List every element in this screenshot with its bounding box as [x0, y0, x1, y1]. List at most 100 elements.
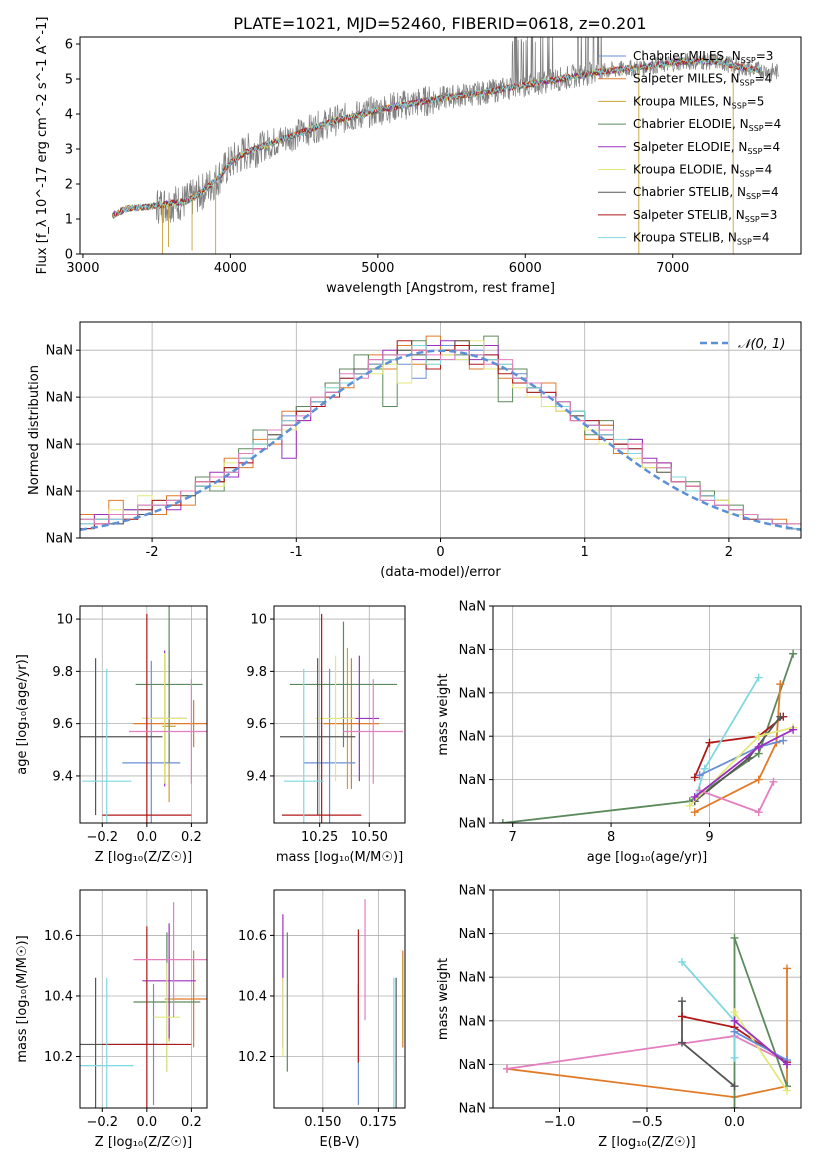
y-axis-label: mass weight — [436, 673, 451, 755]
x-tick-label: 0.150 — [304, 1115, 341, 1130]
y-tick-label: NaN — [459, 686, 486, 701]
y-tick-label: NaN — [459, 971, 486, 986]
mass-weight-marker — [690, 773, 699, 782]
x-tick-label: 2 — [725, 545, 733, 560]
mass-weight-marker — [776, 712, 785, 721]
mass-weight-marker — [678, 957, 686, 966]
panel-mass-vs-Z: −0.2 0.0 0.2 10.2 10.4 10.6 Z [log₁₀(Z/Z☉)] mas… — [15, 889, 208, 1150]
x-tick-label: 10.25 — [301, 830, 338, 845]
x-tick-label: 6000 — [509, 261, 542, 276]
x-tick-label: −0.2 — [86, 1115, 118, 1130]
mass-weight-marker — [754, 775, 763, 784]
x-axis-label: Z [log₁₀(Z/Z☉)] — [95, 1135, 192, 1150]
mass-weight-marker — [498, 819, 507, 823]
y-axis-label: mass weight — [436, 958, 451, 1040]
panel-age-vs-Z: −0.2 0.0 0.2 9.4 9.6 9.8 10 Z [log₁₀(Z/Z☉)] age … — [15, 605, 208, 865]
legend-label-subscript: SSP — [749, 124, 764, 133]
mass-weight-marker — [730, 1008, 739, 1017]
mass-weight-marker — [705, 738, 714, 747]
y-tick-label: NaN — [46, 532, 73, 547]
mass-weight-marker — [754, 673, 763, 682]
legend-label-text: Kroupa STELIB, N — [633, 231, 737, 245]
mass-weight-line — [733, 1011, 788, 1092]
mass-weight-marker — [730, 1104, 739, 1108]
y-tick-label: 10.4 — [238, 989, 267, 1004]
legend-label-tail: =4 — [761, 185, 779, 199]
panel-massweight-vs-Z: −1.0 −0.5 0.0 NaN NaN NaN NaN NaN NaN Z [log₁₀(Z/… — [436, 884, 802, 1150]
y-tick-label: NaN — [459, 817, 486, 832]
y-tick-label: 9.8 — [52, 665, 73, 680]
y-tick-label: NaN — [459, 643, 486, 658]
y-tick-label: NaN — [46, 391, 73, 406]
legend-label-tail: =3 — [756, 49, 774, 63]
legend-label: Chabrier ELODIE, NSSP=4 — [633, 117, 781, 133]
x-tick-label: 0.0 — [724, 1115, 745, 1130]
x-axis-label: age [log₁₀(age/yr)] — [587, 850, 708, 865]
legend-label-subscript: SSP — [732, 101, 747, 110]
y-tick-label: NaN — [46, 344, 73, 359]
mass-weight-line — [733, 1020, 788, 1066]
mass-weight-marker — [730, 1082, 739, 1091]
mass-weight-line — [502, 653, 794, 823]
mass-weight-marker — [685, 801, 694, 810]
plot-area — [80, 335, 801, 532]
plot-area — [279, 613, 404, 823]
x-tick-label: 10.50 — [351, 830, 388, 845]
y-tick-label: NaN — [459, 730, 486, 745]
x-tick-label: −0.5 — [631, 1115, 663, 1130]
legend-label-text: Salpeter STELIB, N — [633, 208, 745, 222]
axes-frame — [79, 36, 802, 255]
mass-weight-marker — [700, 764, 709, 773]
x-tick-label: 9 — [705, 830, 713, 845]
y-tick-label: 10.6 — [238, 929, 267, 944]
panel-mass-vs-EBV: 0.150 0.175 10.2 10.4 10.6 E(B-V) — [238, 889, 406, 1150]
axes-frame — [273, 605, 406, 824]
y-tick-label: NaN — [459, 1058, 486, 1073]
axes-frame — [492, 605, 802, 824]
y-tick-label: 1 — [65, 213, 73, 228]
legend-label-text: Salpeter MILES, N — [633, 72, 740, 86]
legend-label-tail: =5 — [747, 94, 765, 108]
y-tick-label: NaN — [459, 1014, 486, 1029]
mass-weight-marker — [776, 680, 785, 689]
mass-weight-marker — [779, 736, 788, 745]
mass-weight-line — [681, 961, 736, 1058]
model-spectrum-line — [112, 57, 762, 219]
y-tick-label: NaN — [459, 927, 486, 942]
x-tick-label: 0.175 — [360, 1115, 397, 1130]
legend-label: Kroupa ELODIE, NSSP=4 — [633, 163, 772, 179]
legend-label-subscript: SSP — [747, 147, 762, 156]
legend-label: 𝒩(0, 1) — [738, 337, 785, 352]
legend-label: Salpeter STELIB, NSSP=3 — [633, 208, 777, 224]
y-tick-label: 9.8 — [246, 665, 267, 680]
mass-weight-marker — [690, 808, 699, 817]
x-axis-label: mass [log₁₀(M/M☉)] — [276, 850, 403, 865]
y-tick-label: 5 — [65, 73, 73, 88]
y-tick-label: 2 — [65, 178, 73, 193]
mass-weight-marker — [789, 649, 798, 658]
x-tick-label: 4000 — [214, 261, 247, 276]
y-axis-label: Normed distribution — [27, 365, 42, 495]
y-tick-label: 10.4 — [44, 989, 73, 1004]
legend-label-subscript: SSP — [740, 170, 755, 179]
x-tick-label: 7 — [509, 830, 517, 845]
mass-weight-line — [506, 968, 788, 1099]
x-tick-label: 0.2 — [181, 830, 202, 845]
plot-area — [111, 37, 779, 254]
observed-spectrum — [112, 37, 779, 224]
axes-frame — [273, 889, 406, 1109]
legend-label: Salpeter ELODIE, NSSP=4 — [633, 140, 780, 156]
mass-weight-marker — [769, 777, 778, 786]
x-tick-label: 8 — [607, 830, 615, 845]
histogram-series — [80, 349, 801, 525]
y-tick-label: 4 — [65, 108, 73, 123]
mass-weight-marker — [783, 964, 791, 973]
x-axis-label: wavelength [Angstrom, rest frame] — [326, 281, 555, 296]
legend-label-text: Chabrier MILES, N — [633, 49, 741, 63]
y-tick-label: 0 — [65, 248, 73, 263]
y-tick-label: 9.4 — [246, 769, 267, 784]
figure-title: PLATE=1021, MJD=52460, FIBERID=0618, z=0… — [233, 14, 646, 33]
plot-area — [80, 606, 207, 823]
x-tick-label: 1 — [581, 545, 589, 560]
